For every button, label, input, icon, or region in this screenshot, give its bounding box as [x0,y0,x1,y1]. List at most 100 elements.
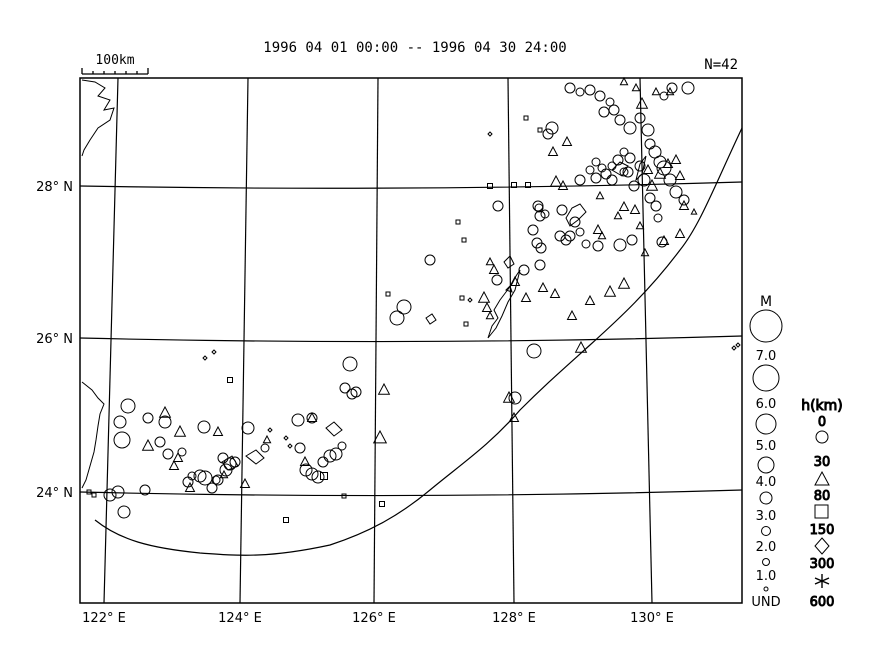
event-triangle [690,207,698,215]
event-triangle [635,220,645,230]
taiwan-coast [81,381,105,489]
event-triangle [509,275,521,286]
event-triangle [595,190,605,200]
mag-label-und: UND [751,595,780,610]
mag-symbol-1 [762,558,770,566]
event-triangle [566,309,578,320]
event-circle [534,203,544,213]
event-circle [634,112,646,124]
event-count: N=42 [704,57,738,73]
event-square [455,219,461,225]
event-circle [628,180,640,192]
event-circle [584,84,596,96]
event-triangle [212,425,224,436]
event-circle [560,234,572,246]
event-square [525,182,531,188]
lon-label-128: 128° E [492,611,536,626]
event-triangle [520,291,532,302]
event-circle [540,209,550,219]
event-circle [346,388,358,400]
event-triangle [485,256,495,266]
coastlines [81,79,647,489]
event-circle [598,106,610,118]
event-triangle [549,174,563,187]
depth-label-600: 600 [810,595,835,610]
event-triangle [574,340,588,353]
okinawa-island [487,269,521,339]
event-circle [607,161,617,171]
event-circle [678,194,690,206]
event-triangle [557,179,569,190]
magnitude-legend: M 7.0 6.0 5.0 4.0 3.0 2.0 1.0 UND [749,294,783,610]
event-triangle [631,82,641,92]
event-triangle [603,284,617,297]
event-circle [491,274,503,286]
event-circle [492,200,504,212]
lat-label-28: 28° N [36,180,73,195]
event-circle [608,104,620,116]
mag-label-3: 3.0 [756,509,777,524]
event-circle [120,398,136,414]
event-triangle [537,281,549,292]
event-circle [605,97,615,107]
event-circle [311,470,325,484]
event-triangle [485,310,495,320]
event-circle [634,160,646,172]
depth-square-symbol [814,504,829,519]
event-circle [197,420,211,434]
ryukyu-trench-line [94,127,743,556]
event-circle [641,123,655,137]
event-triangle [172,451,184,462]
event-circle [600,168,612,180]
event-circle [624,152,636,164]
event-diamond [487,131,493,137]
event-circle [260,443,270,453]
event-circle [644,192,656,204]
mag-symbol-2 [761,526,771,536]
event-circle [669,185,683,199]
event-circle [590,172,602,184]
mag-symbol-4 [757,456,775,474]
event-diamond [267,427,273,433]
event-circle [581,239,591,249]
event-triangle [477,290,491,303]
event-circle [113,431,131,449]
event-triangle [299,455,311,466]
event-circle [613,238,627,252]
event-triangle [662,157,674,168]
depth-label-150: 150 [810,523,835,538]
event-circle [534,210,546,222]
event-triangle [481,301,493,312]
event-square [385,291,391,297]
lon-label-126: 126° E [352,611,396,626]
depth-label-0: 0 [818,415,826,430]
period-title: 1996 04 01 00:00 -- 1996 04 30 24:00 [263,40,566,56]
event-diamond [287,443,293,449]
event-circle [564,230,576,242]
event-circle [535,242,547,254]
event-circle [317,456,329,468]
event-triangle [219,469,229,479]
mag-label-4: 4.0 [756,475,777,490]
event-circle [424,254,436,266]
event-circle [217,452,229,464]
event-circle [103,488,117,502]
event-triangle [561,135,573,146]
event-triangle [617,276,631,289]
event-triangle [629,203,641,214]
mag-label-1: 1.0 [756,569,777,584]
event-triangle [158,405,172,418]
event-circle [619,147,629,157]
event-triangle [549,287,561,298]
event-triangle [619,76,629,86]
event-circle [187,471,197,481]
event-circle [162,448,174,460]
depth-circle-symbol [815,430,829,444]
event-square [511,182,517,188]
event-square [459,295,465,301]
event-circle [532,200,544,212]
scale-bar: 100km [81,53,149,75]
mag-symbol-6 [752,364,780,392]
event-triangle [488,263,500,274]
